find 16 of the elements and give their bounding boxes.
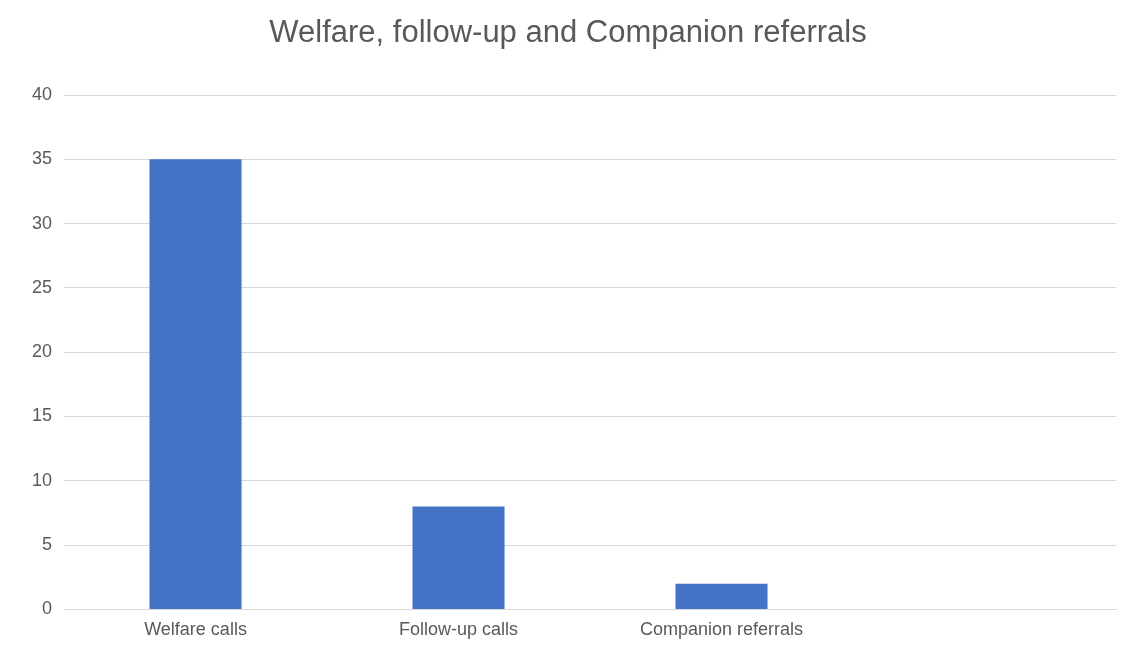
x-tick-label: Companion referrals	[639, 619, 804, 640]
y-tick-label: 30	[31, 212, 53, 233]
y-tick-label: 10	[31, 469, 53, 490]
y-tick-label: 15	[31, 405, 53, 426]
y-tick-label: 35	[31, 148, 53, 169]
y-tick-label: 5	[42, 534, 53, 555]
chart-title: Welfare, follow-up and Companion referrals	[268, 14, 868, 50]
bar	[149, 159, 242, 609]
bar	[675, 583, 768, 609]
y-tick-label: 20	[31, 341, 53, 362]
y-tick-label: 0	[42, 598, 53, 619]
bar	[412, 506, 505, 609]
y-tick-label: 40	[31, 83, 53, 104]
x-tick-label: Welfare calls	[144, 619, 247, 640]
x-tick-label: Follow-up calls	[398, 619, 519, 640]
y-tick-label: 25	[31, 276, 53, 297]
